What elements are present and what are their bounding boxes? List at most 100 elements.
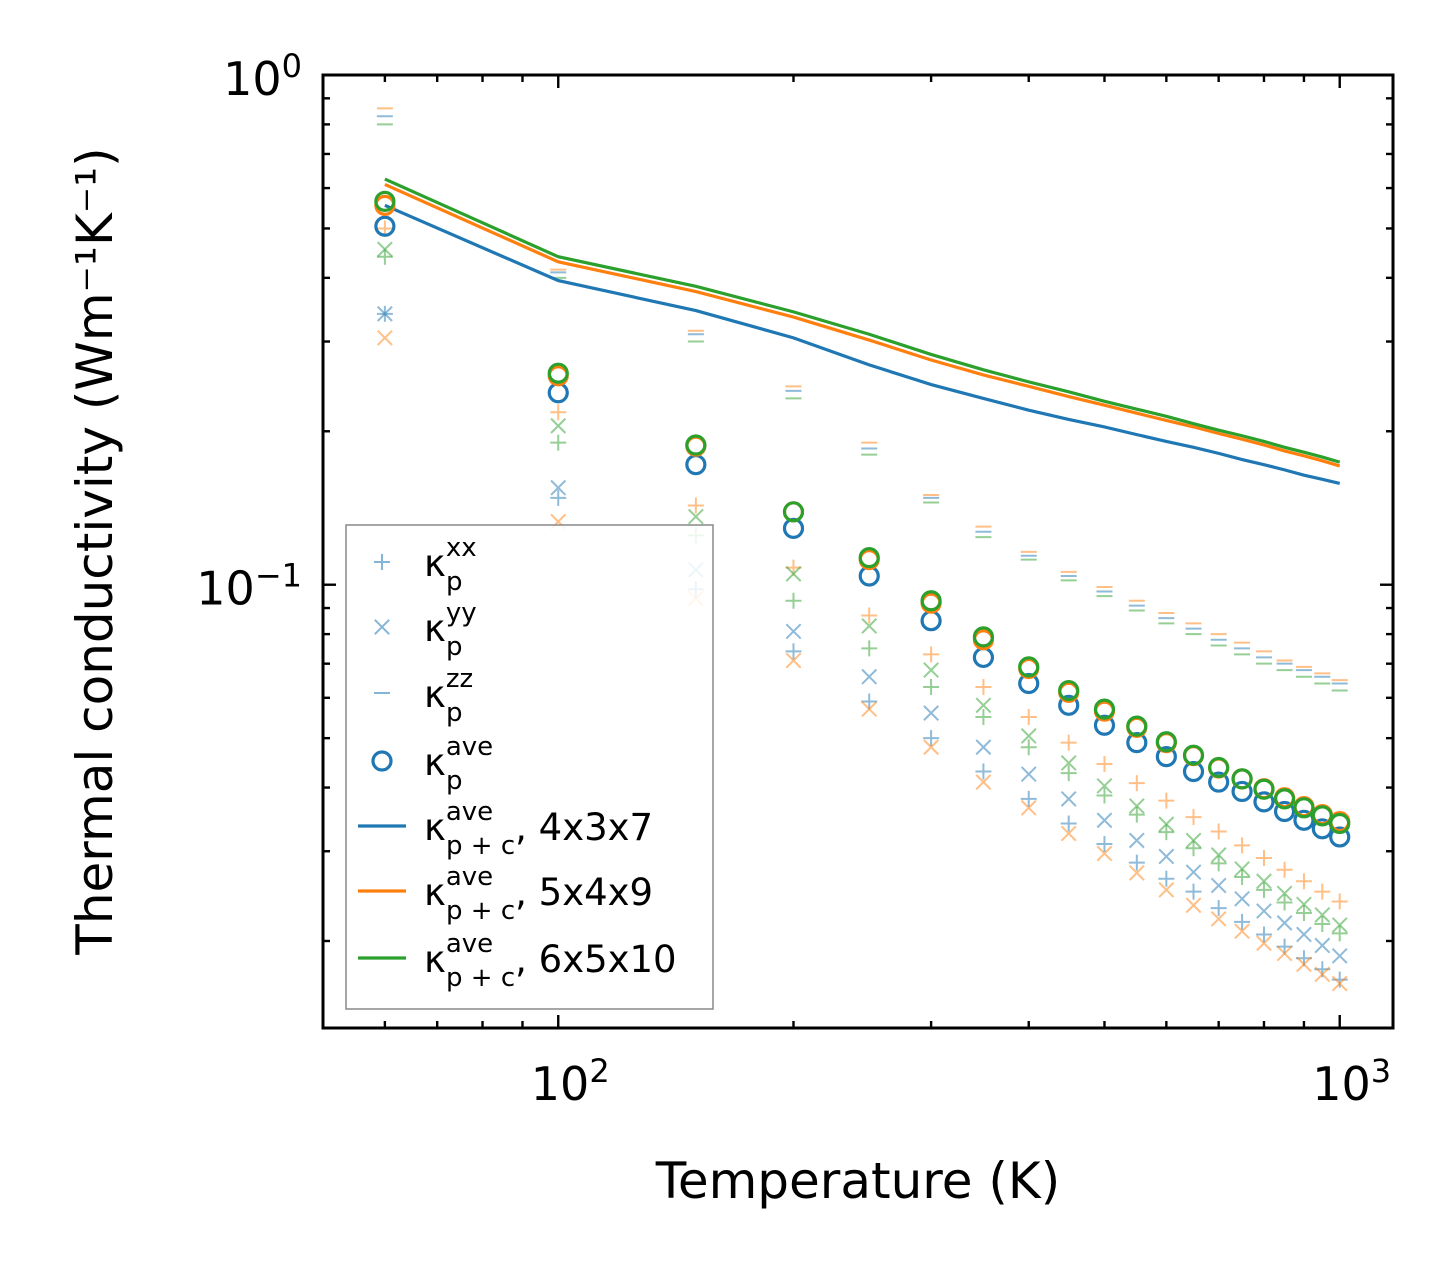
kyy-point-6x5x10-950K bbox=[1314, 907, 1331, 923]
kyy-point-6x5x10-200K bbox=[785, 566, 802, 582]
kyy-point-4x3x7-750K bbox=[1234, 890, 1250, 907]
kave-point-4x3x7-700K bbox=[1208, 771, 1230, 793]
kave-point-6x5x10-500K bbox=[1093, 698, 1116, 720]
kxx-point-6x5x10-300K bbox=[923, 678, 940, 695]
kyy-point-6x5x10-60K bbox=[376, 241, 393, 258]
kave-point-6x5x10-650K bbox=[1182, 744, 1205, 766]
kxx-point-4x3x7-550K bbox=[1128, 854, 1145, 871]
kxx-point-5x4x9-250K bbox=[861, 607, 878, 624]
kyy-point-4x3x7-1000K bbox=[1331, 947, 1348, 964]
kxx-point-4x3x7-800K bbox=[1255, 926, 1272, 943]
kave-point-6x5x10-300K bbox=[920, 590, 942, 612]
kyy-point-4x3x7-450K bbox=[1060, 791, 1077, 807]
kxx-point-5x4x9-300K bbox=[923, 646, 940, 663]
kyy-point-4x3x7-900K bbox=[1296, 926, 1312, 943]
legend-label-3: κave p bbox=[424, 732, 493, 796]
kyy-point-5x4x9-200K bbox=[785, 652, 802, 669]
kyy-point-4x3x7-250K bbox=[861, 668, 878, 685]
kyy-point-4x3x7-400K bbox=[1020, 766, 1037, 783]
kxx-point-4x3x7-650K bbox=[1185, 883, 1202, 900]
kxx-point-4x3x7-750K bbox=[1234, 913, 1251, 930]
kyy-point-6x5x10-850K bbox=[1276, 885, 1293, 902]
kyy-point-6x5x10-450K bbox=[1060, 755, 1077, 771]
kyy-point-4x3x7-100K bbox=[550, 479, 567, 496]
kxx-point-5x4x9-150K bbox=[687, 497, 704, 514]
kxx-point-5x4x9-750K bbox=[1234, 837, 1251, 854]
kxx-point-5x4x9-450K bbox=[1060, 734, 1077, 751]
kave-point-6x5x10-100K bbox=[547, 362, 569, 384]
kxx-point-4x3x7-700K bbox=[1210, 900, 1227, 917]
legend-label-0: κxx p bbox=[424, 533, 477, 597]
kxx-point-6x5x10-450K bbox=[1060, 765, 1077, 782]
kxx-point-5x4x9-850K bbox=[1276, 861, 1293, 878]
kave-point-6x5x10-150K bbox=[685, 434, 707, 456]
kxx-point-6x5x10-1000K bbox=[1331, 925, 1348, 942]
kxx-point-5x4x9-400K bbox=[1020, 709, 1037, 726]
kyy-point-5x4x9-600K bbox=[1158, 881, 1175, 898]
kyy-point-6x5x10-550K bbox=[1128, 798, 1145, 814]
kyy-point-4x3x7-700K bbox=[1210, 877, 1227, 894]
legend-label-4: κave p + c, 4x3x7 bbox=[424, 797, 653, 861]
legend-handle-plus bbox=[374, 554, 390, 570]
kyy-point-5x4x9-750K bbox=[1234, 923, 1250, 940]
kyy-point-6x5x10-900K bbox=[1296, 896, 1312, 913]
plot-frame bbox=[321, 73, 1395, 1030]
kyy-point-6x5x10-650K bbox=[1185, 832, 1202, 849]
kxx-point-4x3x7-500K bbox=[1096, 835, 1113, 852]
kxx-point-5x4x9-500K bbox=[1096, 755, 1113, 772]
kxx-point-6x5x10-400K bbox=[1020, 739, 1037, 756]
kave-point-6x5x10-600K bbox=[1155, 731, 1177, 753]
kyy-point-4x3x7-60K bbox=[376, 305, 393, 322]
kyy-point-6x5x10-350K bbox=[975, 697, 992, 714]
legend-box bbox=[345, 524, 714, 1010]
kyy-point-4x3x7-600K bbox=[1158, 848, 1175, 865]
kyy-point-5x4x9-800K bbox=[1256, 935, 1272, 952]
kave-pc-line-4x3x7 bbox=[384, 203, 1341, 486]
kxx-point-5x4x9-550K bbox=[1128, 775, 1145, 792]
kxx-point-4x3x7-300K bbox=[923, 730, 940, 747]
kxx-point-5x4x9-800K bbox=[1255, 849, 1272, 866]
kxx-point-6x5x10-700K bbox=[1210, 855, 1227, 872]
kxx-point-5x4x9-900K bbox=[1295, 873, 1312, 890]
y-tick-label-0.1: 10−1 bbox=[196, 557, 302, 616]
legend-label-5: κave p + c, 5x4x9 bbox=[424, 862, 653, 926]
kxx-point-6x5x10-350K bbox=[975, 709, 992, 726]
kyy-point-5x4x9-650K bbox=[1185, 897, 1202, 914]
kyy-point-6x5x10-750K bbox=[1234, 860, 1250, 877]
kxx-point-6x5x10-250K bbox=[861, 640, 878, 657]
kxx-point-6x5x10-200K bbox=[785, 592, 802, 609]
plot-marks bbox=[374, 107, 1351, 992]
kxx-point-6x5x10-800K bbox=[1255, 881, 1272, 898]
kxx-point-6x5x10-950K bbox=[1314, 915, 1331, 932]
kxx-point-5x4x9-950K bbox=[1314, 883, 1331, 900]
kyy-point-6x5x10-500K bbox=[1096, 777, 1113, 794]
kxx-point-6x5x10-100K bbox=[550, 434, 567, 451]
kxx-point-6x5x10-600K bbox=[1158, 824, 1175, 841]
tick-labels: 102 103 10−1 100 bbox=[196, 47, 1391, 1111]
kyy-point-5x4x9-300K bbox=[923, 739, 940, 756]
kave-point-4x3x7-450K bbox=[1058, 694, 1080, 716]
kyy-point-5x4x9-700K bbox=[1210, 910, 1227, 927]
kave-pc-line-5x4x9 bbox=[384, 182, 1341, 468]
kave-point-6x5x10-700K bbox=[1208, 756, 1230, 779]
kxx-point-4x3x7-400K bbox=[1020, 790, 1037, 807]
legend-label-6: κave p + c, 6x5x10 bbox=[424, 929, 677, 993]
kyy-point-4x3x7-200K bbox=[785, 623, 802, 640]
kxx-point-4x3x7-250K bbox=[861, 693, 878, 710]
kyy-point-6x5x10-100K bbox=[550, 417, 567, 434]
kave-point-6x5x10-900K bbox=[1293, 797, 1315, 819]
kave-point-6x5x10-850K bbox=[1273, 788, 1296, 810]
kxx-point-6x5x10-60K bbox=[376, 248, 393, 265]
kave-point-4x3x7-1000K bbox=[1329, 826, 1351, 848]
kave-point-6x5x10-60K bbox=[374, 190, 396, 212]
kyy-point-6x5x10-1000K bbox=[1331, 917, 1348, 933]
kave-point-6x5x10-750K bbox=[1231, 768, 1253, 790]
kave-point-6x5x10-350K bbox=[972, 626, 995, 648]
kave-point-4x3x7-600K bbox=[1155, 746, 1177, 768]
kyy-point-6x5x10-300K bbox=[923, 662, 940, 678]
kyy-point-5x4x9-850K bbox=[1276, 945, 1293, 962]
kave-point-4x3x7-60K bbox=[374, 215, 396, 237]
kyy-point-5x4x9-550K bbox=[1128, 865, 1145, 881]
